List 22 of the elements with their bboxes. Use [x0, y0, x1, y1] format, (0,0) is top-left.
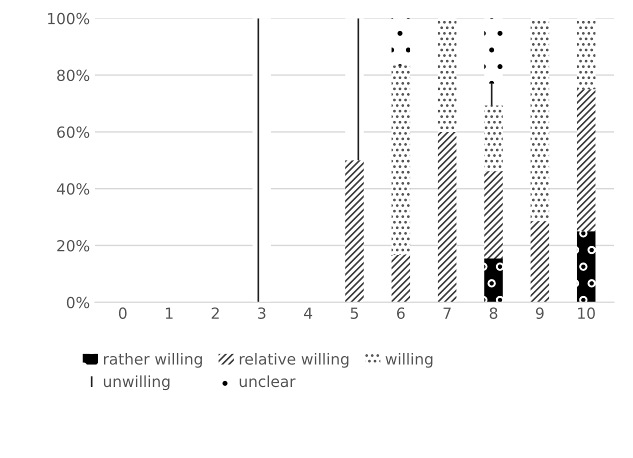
legend-label: relative willing — [240, 352, 348, 368]
legend-label: willing — [386, 352, 432, 368]
x-tick-label: 0 — [118, 307, 127, 319]
y-tick-label: 80% — [57, 70, 90, 82]
x-tick-label: 10 — [578, 307, 595, 319]
y-tick-label: 40% — [56, 183, 90, 195]
y-tick-label: 100% — [48, 12, 90, 24]
x-tick-label: 3 — [258, 307, 266, 319]
x-tick-label: 7 — [444, 308, 451, 319]
y-tick-label: 0% — [66, 296, 90, 308]
x-tick-label: 2 — [212, 307, 219, 319]
x-tick-label: 8 — [490, 307, 498, 319]
x-tick-label: 1 — [166, 308, 173, 319]
legend-label: unwilling — [104, 375, 170, 390]
x-tick-label: 9 — [536, 307, 544, 319]
legend-label: rather willing — [104, 352, 202, 368]
x-tick-label: 6 — [397, 307, 405, 319]
y-tick-label: 60% — [57, 126, 90, 138]
y-tick-label: 20% — [57, 240, 90, 252]
x-tick-label: 5 — [350, 308, 358, 319]
legend-label: unclear — [240, 375, 296, 388]
x-tick-label: 4 — [304, 308, 312, 319]
